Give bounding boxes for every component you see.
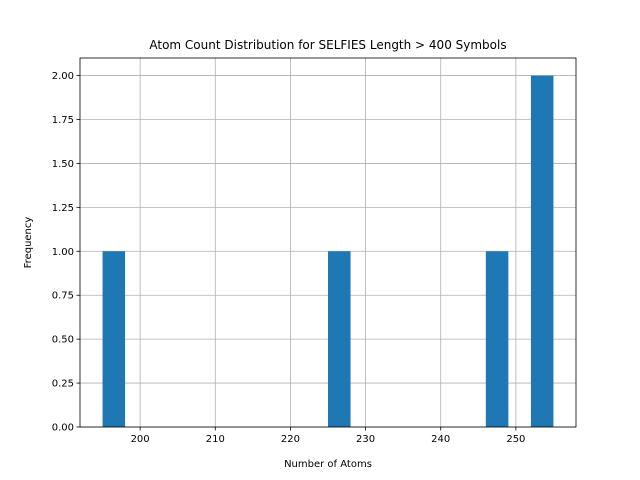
- histogram-bar: [485, 251, 509, 427]
- y-tick-label: 1.75: [52, 115, 74, 126]
- ticks: 200 210 220 230 240 250 0.00 0.25 0.50 0.75 1.00 1.…: [52, 71, 526, 445]
- y-axis-label: Frequency: [23, 217, 34, 269]
- x-tick-label: 220: [281, 434, 300, 445]
- plot-frame: [79, 57, 577, 428]
- x-tick-label: 250: [506, 434, 525, 445]
- y-tick-label: 0.75: [52, 291, 74, 302]
- x-tick-label: 200: [131, 434, 150, 445]
- y-tick-label: 0.00: [52, 423, 74, 434]
- histogram-bar: [530, 75, 554, 428]
- y-tick-label: 1.25: [52, 203, 74, 214]
- x-tick-label: 210: [206, 434, 225, 445]
- x-axis-label: Number of Atoms: [284, 459, 372, 470]
- x-tick-label: 240: [431, 434, 450, 445]
- bars: [102, 75, 554, 428]
- y-tick-label: 0.50: [52, 335, 74, 346]
- chart-title: Atom Count Distribution for SELFIES Leng…: [149, 38, 506, 52]
- y-tick-label: 1.00: [52, 247, 74, 258]
- histogram-bar: [102, 251, 126, 427]
- y-tick-label: 0.25: [52, 379, 74, 390]
- y-tick-label: 1.50: [52, 159, 74, 170]
- y-tick-label: 2.00: [52, 71, 74, 82]
- x-tick-label: 230: [356, 434, 375, 445]
- histogram-bar: [328, 251, 351, 427]
